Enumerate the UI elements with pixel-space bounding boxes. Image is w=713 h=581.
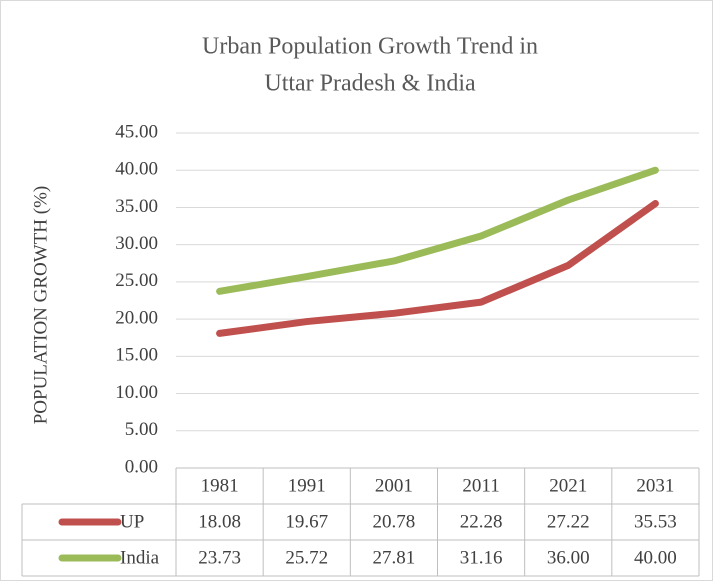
table-value: 23.73 (198, 547, 241, 568)
table-value: 20.78 (373, 511, 416, 532)
table-value: 27.81 (373, 547, 416, 568)
y-tick-label: 25.00 (115, 270, 158, 291)
table-value: 19.67 (285, 511, 328, 532)
table-value: 25.72 (285, 547, 328, 568)
y-tick-label: 5.00 (125, 419, 158, 440)
legend-label: UP (120, 511, 144, 532)
y-tick-label: 0.00 (125, 456, 158, 477)
table-value: 27.22 (547, 511, 590, 532)
y-tick-label: 15.00 (115, 345, 158, 366)
y-tick-label: 30.00 (115, 233, 158, 254)
legend-label: India (120, 547, 160, 568)
chart-title: Urban Population Growth Trend in (202, 34, 538, 60)
line-series (216, 199, 659, 337)
table-value: 35.53 (634, 511, 677, 532)
x-tick-label: 2021 (549, 475, 587, 496)
y-tick-label: 20.00 (115, 307, 158, 328)
table-value: 22.28 (460, 511, 503, 532)
y-tick-label: 35.00 (115, 196, 158, 217)
x-tick-label: 2001 (375, 475, 413, 496)
x-tick-label: 1981 (201, 475, 239, 496)
table-value: 18.08 (198, 511, 241, 532)
table-value: 40.00 (634, 547, 677, 568)
table-value: 31.16 (460, 547, 503, 568)
x-tick-label: 1991 (288, 475, 326, 496)
table-value: 36.00 (547, 547, 590, 568)
line-series (216, 166, 659, 295)
y-axis-label: POPULATION GROWTH (%) (30, 186, 51, 425)
y-tick-label: 40.00 (115, 159, 158, 180)
chart-title: Uttar Pradesh & India (264, 71, 476, 97)
x-tick-label: 2031 (636, 475, 674, 496)
x-tick-label: 2011 (462, 475, 499, 496)
y-tick-label: 45.00 (115, 121, 158, 142)
y-tick-label: 10.00 (115, 382, 158, 403)
